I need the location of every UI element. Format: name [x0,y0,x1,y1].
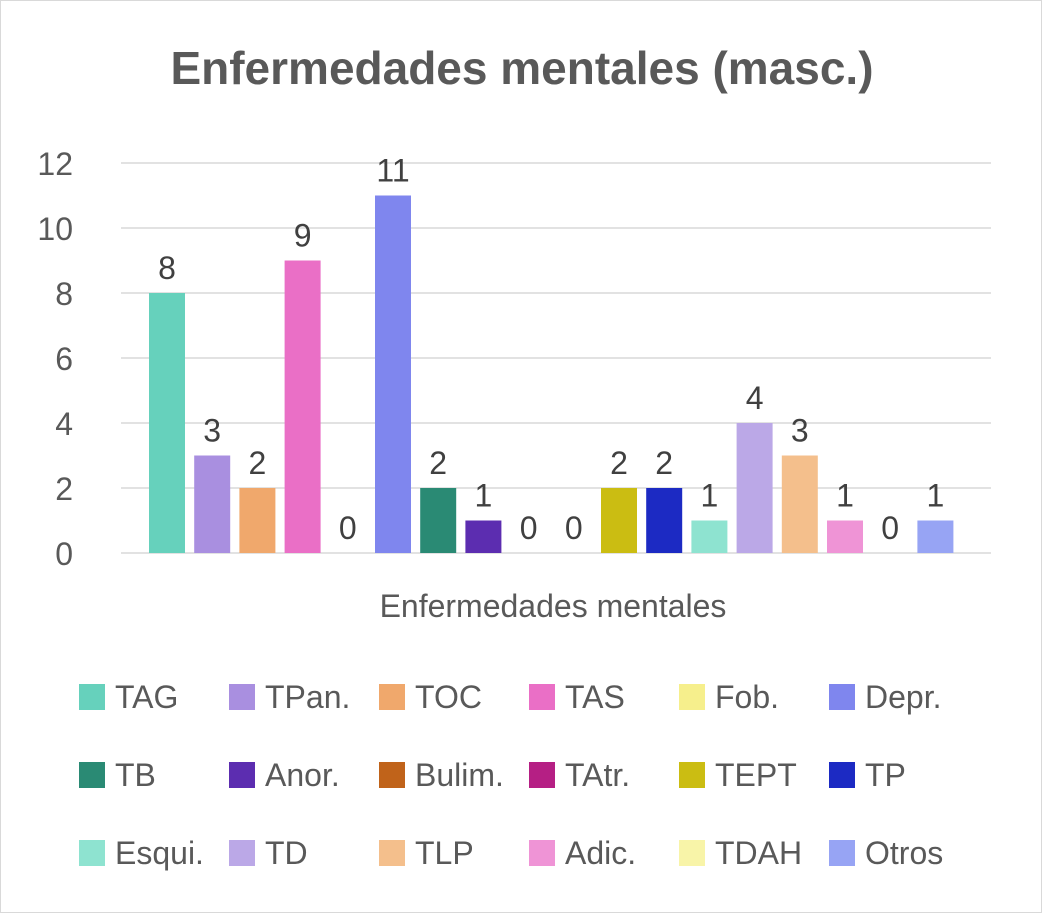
legend-item: TOC [379,669,529,725]
bar-tlp [781,455,818,553]
legend-label: TOC [415,678,482,715]
data-label: 0 [339,510,357,546]
legend-item: TB [79,747,229,803]
legend-label: TAtr. [565,756,631,793]
data-label: 1 [475,478,493,514]
legend-swatch [229,762,255,788]
legend-swatch [679,840,705,866]
legend-label: TDAH [715,834,803,871]
y-tick-label: 12 [37,146,73,182]
bar-depr [375,195,411,553]
legend-item: TAtr. [529,747,679,803]
legend-swatch [79,684,105,710]
legend-item: TAS [529,669,679,725]
bar-tb [420,488,457,553]
legend-item: TP [829,747,979,803]
legend-item: Bulim. [379,747,529,803]
legend-swatch [79,840,105,866]
legend-label: Anor. [265,756,340,793]
data-label: 1 [701,478,719,514]
legend-swatch [529,762,555,788]
bar-toc [239,488,276,553]
legend-swatch [79,762,105,788]
legend-item: Otros [829,825,979,881]
legend-label: Bulim. [415,756,504,793]
chart-legend: TAG TPan. TOC TAS Fob. Depr. TB Anor. Bulim. TAtr… [79,669,979,881]
y-tick-label: 8 [55,276,73,312]
legend-swatch [529,840,555,866]
legend-swatch [679,684,705,710]
bar-tas [284,260,321,553]
bar-otros [917,520,954,553]
legend-item: Anor. [229,747,379,803]
data-label: 4 [746,380,764,416]
legend-item: Fob. [679,669,829,725]
legend-swatch [379,840,405,866]
legend-label: Otros [865,834,944,871]
legend-label: TAS [565,678,625,715]
legend-label: TLP [415,834,474,871]
legend-swatch [379,762,405,788]
data-label: 2 [429,445,447,481]
legend-item: TEPT [679,747,829,803]
data-label: 2 [655,445,673,481]
data-label: 2 [249,445,267,481]
legend-swatch [229,840,255,866]
data-label: 0 [881,510,899,546]
data-label: 0 [565,510,583,546]
y-tick-label: 4 [55,406,73,442]
legend-swatch [229,684,255,710]
legend-label: TAG [115,678,179,715]
data-label: 0 [520,510,538,546]
data-label: 8 [158,250,176,286]
legend-swatch [529,684,555,710]
chart-title: Enfermedades mentales (masc.) [170,42,874,94]
data-label: 11 [376,153,409,189]
y-tick-label: 0 [55,536,73,572]
y-tick-label: 2 [55,471,73,507]
data-label: 2 [610,445,628,481]
x-axis-title: Enfermedades mentales [380,588,727,624]
legend-label: TB [115,756,156,793]
bar-td [736,423,773,553]
legend-item: TD [229,825,379,881]
legend-item: TDAH [679,825,829,881]
bar-tag [149,293,185,553]
legend-swatch [829,684,855,710]
data-label: 3 [791,413,809,449]
legend-label: TD [265,834,308,871]
legend-item: Adic. [529,825,679,881]
legend-item: TLP [379,825,529,881]
legend-swatch [679,762,705,788]
legend-label: Fob. [715,678,780,715]
bar-anor [465,520,502,553]
legend-label: Adic. [565,834,637,871]
legend-label: Esqui. [115,834,204,871]
legend-label: TPan. [265,678,351,715]
data-label: 1 [836,478,854,514]
legend-swatch [829,762,855,788]
legend-swatch [379,684,405,710]
legend-swatch [829,840,855,866]
legend-item: Esqui. [79,825,229,881]
y-tick-label: 6 [55,341,73,377]
legend-item: TAG [79,669,229,725]
data-label: 1 [927,478,945,514]
legend-label: TP [865,756,906,793]
data-label: 9 [294,218,312,254]
legend-item: Depr. [829,669,979,725]
legend-item: TPan. [229,669,379,725]
legend-label: Depr. [865,678,942,715]
data-label: 3 [203,413,221,449]
bar-tpan [194,455,231,553]
legend-label: TEPT [715,756,797,793]
y-tick-label: 10 [37,211,73,247]
bar-adic [827,520,863,553]
bar-tp [646,488,683,553]
bar-esqui [691,520,728,553]
bar-tept [601,488,637,553]
